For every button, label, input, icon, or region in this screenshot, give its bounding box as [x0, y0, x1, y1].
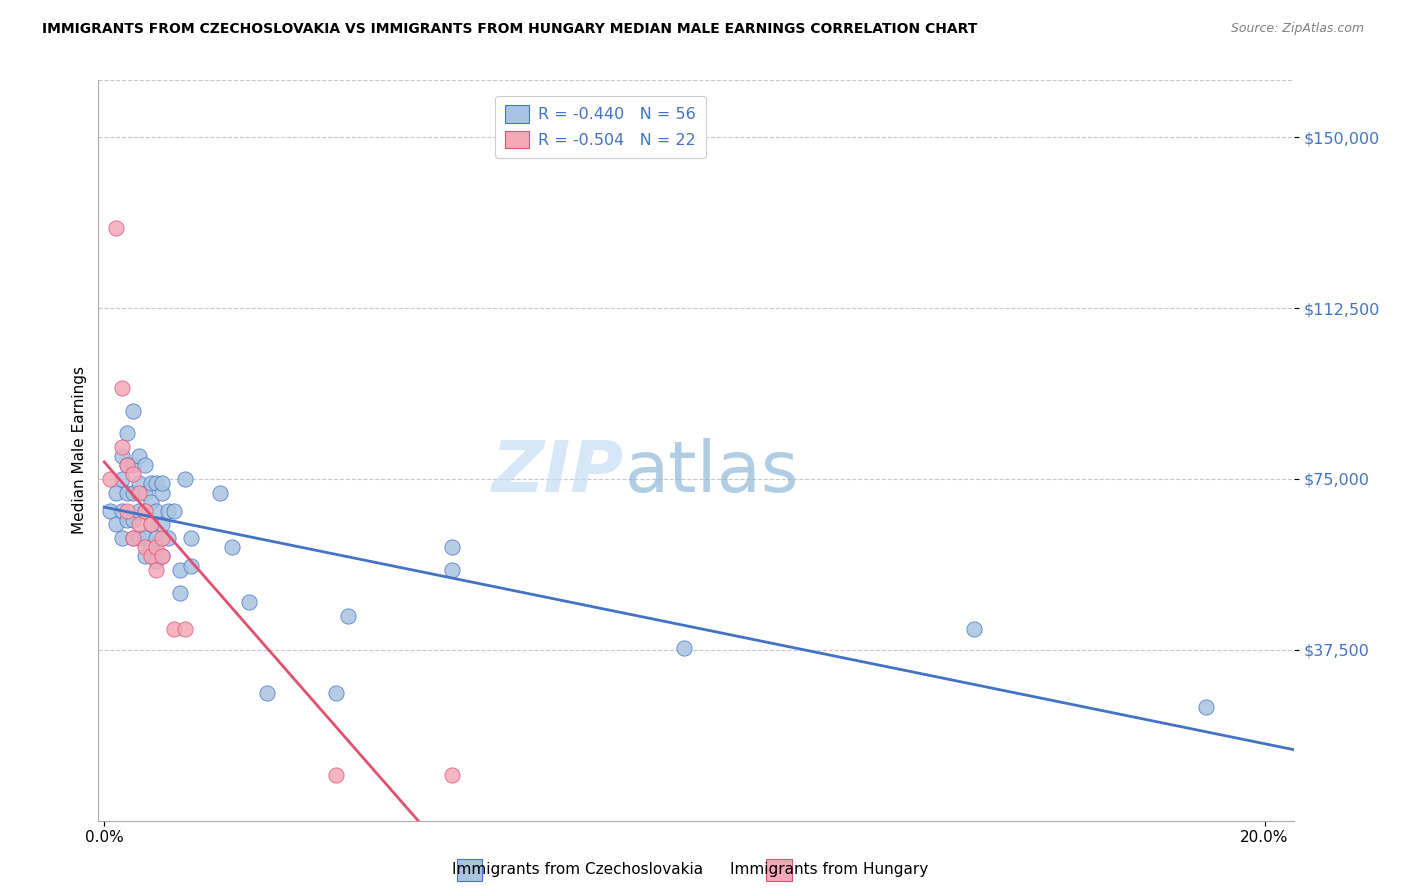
Point: [104, 517, 127, 532]
Point: [150, 549, 173, 564]
Point: [104, 221, 127, 235]
Point: [145, 476, 167, 491]
Point: [134, 485, 156, 500]
Text: IMMIGRANTS FROM CZECHOSLOVAKIA VS IMMIGRANTS FROM HUNGARY MEDIAN MALE EARNINGS C: IMMIGRANTS FROM CZECHOSLOVAKIA VS IMMIGR…: [42, 22, 977, 37]
Point: [145, 554, 167, 568]
Point: [122, 531, 145, 545]
Point: [122, 403, 145, 417]
Point: [128, 517, 150, 532]
Point: [169, 563, 191, 577]
Point: [145, 504, 167, 518]
Point: [128, 531, 150, 545]
Text: Immigrants from Czechoslovakia: Immigrants from Czechoslovakia: [451, 863, 703, 877]
Point: [150, 531, 173, 545]
Point: [336, 608, 359, 623]
Point: [122, 513, 145, 527]
Text: Source: ZipAtlas.com: Source: ZipAtlas.com: [1230, 22, 1364, 36]
Point: [134, 549, 156, 564]
Point: [325, 768, 347, 782]
Text: atlas: atlas: [624, 438, 799, 508]
Point: [117, 504, 139, 518]
Point: [157, 531, 180, 545]
Point: [145, 563, 167, 577]
Point: [673, 640, 696, 655]
Point: [117, 513, 139, 527]
Point: [139, 517, 162, 532]
Text: ZIP: ZIP: [492, 438, 624, 508]
Point: [139, 517, 162, 532]
Point: [139, 476, 162, 491]
Point: [122, 531, 145, 545]
Point: [98, 472, 121, 486]
Point: [111, 449, 134, 463]
Point: [325, 686, 347, 700]
Point: [104, 485, 127, 500]
Point: [163, 622, 186, 636]
Point: [134, 531, 156, 545]
Point: [139, 541, 162, 555]
Point: [122, 467, 145, 482]
Point: [128, 449, 150, 463]
Point: [134, 504, 156, 518]
Point: [180, 558, 202, 573]
Point: [139, 494, 162, 508]
Point: [117, 485, 139, 500]
Point: [238, 595, 260, 609]
Point: [145, 531, 167, 545]
Point: [117, 458, 139, 473]
Point: [441, 563, 464, 577]
Point: [117, 426, 139, 441]
Point: [221, 541, 243, 555]
Point: [111, 440, 134, 454]
Point: [117, 458, 139, 473]
Point: [174, 472, 197, 486]
Point: [122, 458, 145, 473]
Point: [134, 458, 156, 473]
Point: [134, 504, 156, 518]
Point: [139, 549, 162, 564]
Point: [209, 485, 232, 500]
Point: [128, 476, 150, 491]
Point: [134, 541, 156, 555]
Point: [111, 381, 134, 395]
Point: [150, 485, 173, 500]
Point: [441, 541, 464, 555]
Point: [122, 485, 145, 500]
Point: [256, 686, 278, 700]
Y-axis label: Median Male Earnings: Median Male Earnings: [72, 367, 87, 534]
Point: [150, 549, 173, 564]
Point: [111, 504, 134, 518]
Text: Immigrants from Hungary: Immigrants from Hungary: [730, 863, 928, 877]
Point: [180, 531, 202, 545]
Point: [174, 622, 197, 636]
Point: [111, 472, 134, 486]
Legend: R = -0.440   N = 56, R = -0.504   N = 22: R = -0.440 N = 56, R = -0.504 N = 22: [495, 95, 706, 158]
Point: [98, 504, 121, 518]
Point: [128, 485, 150, 500]
Point: [169, 586, 191, 600]
Point: [145, 541, 167, 555]
Point: [150, 517, 173, 532]
Point: [441, 768, 464, 782]
Point: [163, 504, 186, 518]
Point: [157, 504, 180, 518]
Point: [963, 622, 986, 636]
Point: [128, 504, 150, 518]
Point: [1195, 699, 1218, 714]
Point: [150, 476, 173, 491]
Point: [111, 531, 134, 545]
